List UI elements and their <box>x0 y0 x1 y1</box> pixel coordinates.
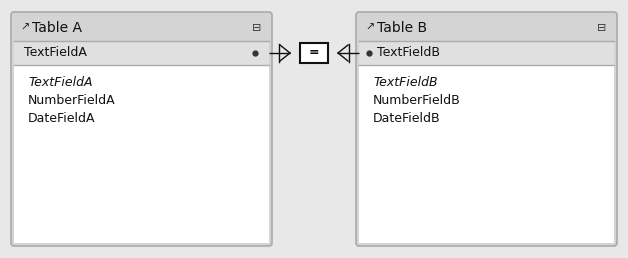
Text: DateFieldA: DateFieldA <box>28 112 95 125</box>
Text: =: = <box>309 46 319 60</box>
Text: ↗: ↗ <box>20 23 30 33</box>
Text: ⊟: ⊟ <box>597 23 606 33</box>
Bar <box>14 41 269 65</box>
Text: NumberFieldA: NumberFieldA <box>28 94 116 108</box>
Text: TextFieldB: TextFieldB <box>373 77 438 90</box>
Text: TextFieldA: TextFieldA <box>28 77 92 90</box>
Bar <box>359 41 614 65</box>
Text: ↗: ↗ <box>365 23 374 33</box>
Text: TextFieldB: TextFieldB <box>377 46 440 60</box>
Bar <box>14 65 269 243</box>
FancyBboxPatch shape <box>11 12 272 246</box>
Text: ⊟: ⊟ <box>252 23 261 33</box>
Bar <box>359 65 614 243</box>
Text: TextFieldA: TextFieldA <box>24 46 87 60</box>
Bar <box>300 43 328 63</box>
FancyBboxPatch shape <box>356 12 617 246</box>
Text: NumberFieldB: NumberFieldB <box>373 94 461 108</box>
Text: Table B: Table B <box>377 21 427 35</box>
Text: Table A: Table A <box>32 21 82 35</box>
Text: DateFieldB: DateFieldB <box>373 112 441 125</box>
